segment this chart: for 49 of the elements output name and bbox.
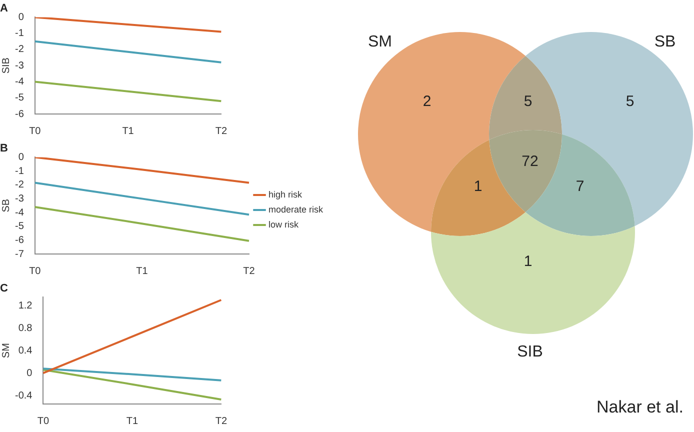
legend-label: moderate risk bbox=[268, 204, 324, 214]
legend-label: low risk bbox=[268, 219, 299, 230]
x-tick-label: T1 bbox=[136, 266, 148, 277]
y-tick-label: -1 bbox=[14, 166, 24, 177]
y-tick-label: -2 bbox=[14, 44, 24, 56]
x-tick-label: T2 bbox=[215, 126, 228, 137]
chart-title: A bbox=[0, 2, 8, 15]
y-tick-label: 0.4 bbox=[18, 345, 33, 356]
text: SM bbox=[368, 33, 392, 50]
x-tick-label: T1 bbox=[126, 416, 138, 427]
data-label: 1 bbox=[474, 178, 482, 196]
x-tick-label: T2 bbox=[215, 416, 228, 427]
y-tick-label: 0 bbox=[26, 368, 33, 379]
y-tick-label: -5 bbox=[14, 221, 24, 232]
y-tick-label: -6 bbox=[14, 108, 24, 120]
chart-title: B bbox=[0, 142, 8, 155]
data-label: 5 bbox=[524, 93, 532, 110]
y-axis-title: SB bbox=[0, 198, 12, 212]
data-label: 7 bbox=[576, 178, 584, 196]
x-tick-label: T0 bbox=[37, 416, 50, 427]
y-axis-title: SM bbox=[0, 343, 12, 358]
x-tick-label: T2 bbox=[243, 266, 256, 277]
legend-label: high risk bbox=[268, 189, 303, 200]
x-tick-label: T1 bbox=[122, 126, 134, 137]
y-tick-label: -3 bbox=[14, 60, 24, 72]
y-tick-label: 0.8 bbox=[18, 322, 33, 334]
y-tick-label: -0.4 bbox=[14, 390, 33, 402]
data-label: 5 bbox=[626, 93, 634, 110]
y-tick-label: -2 bbox=[14, 180, 24, 191]
y-tick-label: 0 bbox=[18, 152, 24, 163]
y-tick-label: -7 bbox=[14, 248, 24, 260]
text: Nakar et al. bbox=[596, 398, 684, 417]
chart-title: C bbox=[0, 282, 8, 295]
data-label: 2 bbox=[422, 93, 432, 110]
text: SIB bbox=[517, 343, 543, 360]
y-tick-label: 0 bbox=[18, 12, 24, 23]
y-tick-label: -4 bbox=[14, 76, 24, 88]
text: SB bbox=[654, 33, 676, 50]
x-tick-label: T0 bbox=[29, 266, 42, 277]
y-tick-label: -5 bbox=[14, 92, 24, 104]
y-tick-label: 1.2 bbox=[18, 300, 33, 312]
y-tick-label: -3 bbox=[14, 193, 24, 204]
y-tick-label: -1 bbox=[14, 28, 24, 40]
y-axis-title: SIB bbox=[0, 57, 12, 74]
y-tick-label: -6 bbox=[14, 234, 24, 246]
x-tick-label: T0 bbox=[29, 126, 42, 137]
data-label: 72 bbox=[522, 153, 538, 170]
data-label: 1 bbox=[524, 253, 532, 270]
y-tick-label: -4 bbox=[14, 207, 24, 218]
